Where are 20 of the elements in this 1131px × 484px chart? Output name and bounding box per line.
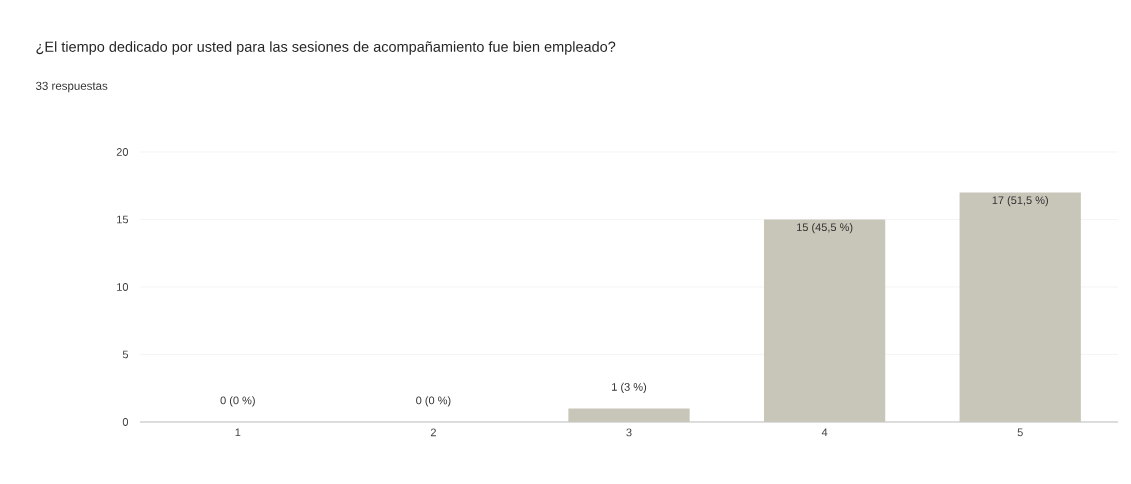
x-tick-label: 1 [235,428,241,437]
chart-title: ¿El tiempo dedicado por usted para las sesiones de acompañamiento fue bien empleado? [36,41,616,55]
x-tick-label: 5 [1017,428,1023,437]
y-tick-label: 15 [117,215,129,224]
data-label: 0 (0 %) [220,396,255,407]
x-tick-label: 4 [821,428,828,437]
x-tick-label: 3 [626,428,632,437]
y-tick-label: 5 [122,350,129,359]
y-tick-label: 0 [122,418,129,426]
bar [568,408,690,422]
bar [763,219,886,422]
data-label: 17 (51,5 %) [992,196,1048,207]
data-label: 1 (3 %) [612,382,647,393]
bar [959,192,1081,422]
x-tick-label: 2 [430,428,436,437]
data-label: 0 (0 %) [416,396,451,407]
chart-subtitle: 33 respuestas [35,81,108,93]
data-label: 15 (45,5 %) [797,223,853,234]
y-tick-label: 20 [116,148,129,156]
y-tick-label: 10 [117,283,129,291]
